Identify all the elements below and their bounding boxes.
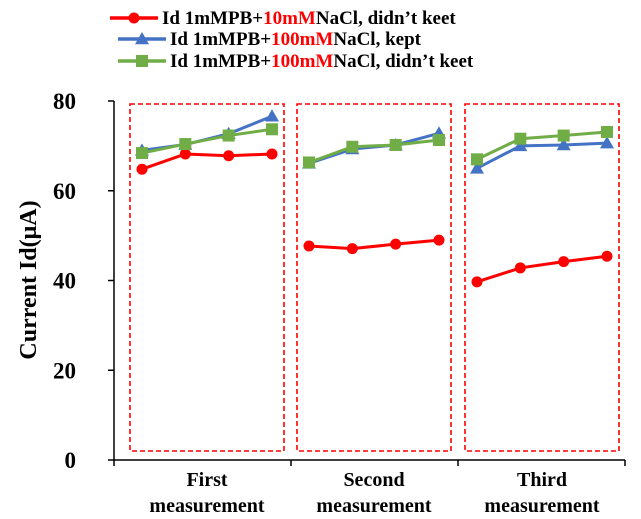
- data-point: [600, 136, 614, 149]
- legend-item: Id 1mMPB+100mMNaCl, kept: [118, 29, 422, 50]
- data-point: [471, 276, 483, 288]
- data-point: [136, 147, 148, 160]
- group-boxes: [129, 103, 620, 452]
- legend-label: Id 1mMPB+100mMNaCl, kept: [170, 29, 422, 50]
- legend-label: Id 1mMPB+100mMNaCl, didn’t keet: [170, 51, 474, 72]
- y-tick-label: 60: [53, 179, 76, 204]
- series-2: [135, 109, 614, 174]
- legend-label: Id 1mMPB+10mMNaCl, didn’t keet: [162, 8, 456, 29]
- series-line: [141, 152, 273, 171]
- data-point: [556, 137, 571, 151]
- data-point: [513, 138, 528, 152]
- legend-label-part: Id 1mMPB+: [170, 51, 271, 72]
- data-point: [303, 240, 315, 252]
- y-tick-label: 40: [53, 269, 76, 294]
- data-point: [179, 148, 191, 160]
- series-line: [141, 127, 273, 155]
- x-category-label-line1: Third: [517, 469, 567, 491]
- series-1: [136, 148, 613, 288]
- series-layer: [135, 109, 614, 288]
- legend-label-part: Id 1mMPB+: [170, 29, 271, 50]
- data-point: [222, 129, 235, 142]
- data-point: [346, 140, 359, 153]
- data-point: [433, 234, 445, 246]
- legend-label-part: NaCl, didn’t keet: [333, 51, 474, 72]
- legend-marker: [136, 55, 148, 67]
- legend-item: Id 1mMPB+100mMNaCl, didn’t keet: [118, 51, 474, 72]
- series-line: [308, 131, 440, 165]
- group-box: [129, 103, 285, 452]
- data-point: [179, 138, 192, 151]
- data-point: [601, 125, 613, 138]
- x-category-label-line2: measurement: [316, 495, 431, 517]
- series-line: [476, 254, 608, 284]
- data-point: [514, 262, 526, 274]
- series-line: [476, 141, 608, 170]
- legend-label-part: Id 1mMPB+: [162, 8, 263, 29]
- legend-label-part: NaCl, kept: [333, 29, 421, 50]
- data-point: [223, 150, 235, 162]
- legend-item: Id 1mMPB+10mMNaCl, didn’t keet: [110, 8, 456, 29]
- group-box: [296, 103, 452, 452]
- series-line: [308, 138, 440, 164]
- axes: 0 20 40 60 80 First measurement Second measureme…: [53, 89, 626, 517]
- data-point: [558, 256, 570, 268]
- data-point: [433, 134, 445, 147]
- data-point: [346, 243, 358, 255]
- data-point: [390, 238, 402, 250]
- y-tick-label: 0: [65, 448, 77, 473]
- y-tick-label: 80: [53, 89, 76, 114]
- legend-label-part: NaCl, didn’t keet: [316, 8, 457, 29]
- series-line: [308, 238, 440, 251]
- data-point: [303, 156, 315, 169]
- data-point: [266, 148, 278, 160]
- x-category-label-line1: First: [186, 469, 227, 491]
- data-point: [514, 132, 527, 145]
- legend-label-part: 100mM: [271, 29, 333, 50]
- x-category-label-line2: measurement: [484, 495, 599, 517]
- legend-marker: [128, 12, 140, 24]
- series-line: [476, 130, 608, 161]
- series-3: [136, 123, 613, 169]
- legend-label-part: 100mM: [271, 51, 333, 72]
- legend-label-part: 10mM: [263, 8, 316, 29]
- group-box: [464, 103, 620, 452]
- data-point: [601, 250, 613, 262]
- data-point: [389, 138, 402, 151]
- data-point: [471, 153, 483, 166]
- data-point: [470, 161, 484, 174]
- legend-marker: [135, 32, 149, 45]
- data-point: [557, 129, 570, 142]
- x-category-label-line1: Second: [343, 469, 404, 491]
- data-point: [136, 163, 148, 175]
- y-tick-label: 20: [53, 358, 76, 383]
- y-axis-label: Current Id(μA): [16, 200, 42, 359]
- x-category-label-line2: measurement: [149, 495, 264, 517]
- data-point: [266, 123, 278, 136]
- data-point: [265, 109, 279, 122]
